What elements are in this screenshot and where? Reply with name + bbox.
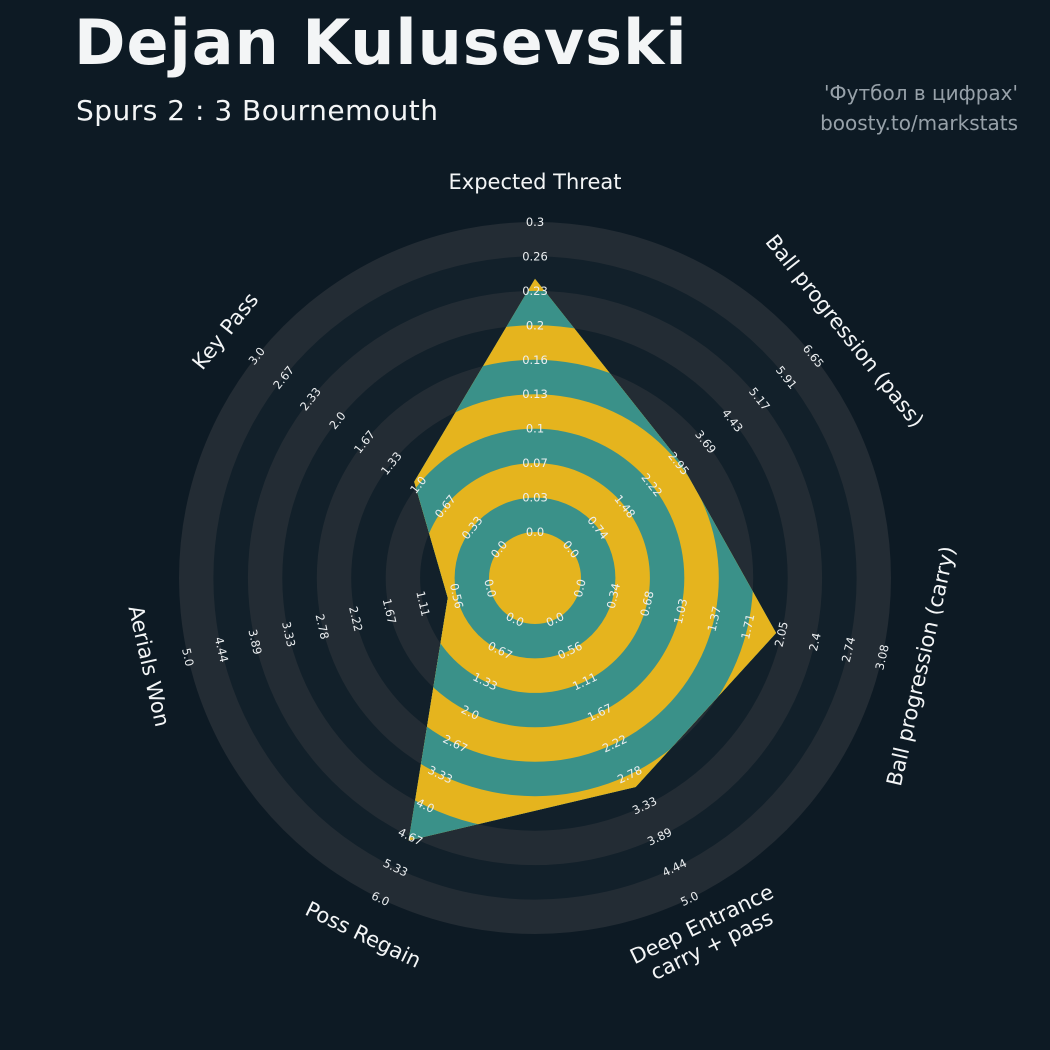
- tick-label: 2.05: [772, 620, 791, 648]
- tick-label: 0.3: [526, 215, 544, 229]
- tick-label: 0.07: [522, 456, 548, 470]
- tick-label: 1.71: [738, 613, 757, 641]
- axis-label: Ball progression (carry): [882, 544, 960, 788]
- tick-label: 0.68: [637, 590, 656, 618]
- tick-label: 1.11: [413, 590, 432, 618]
- page-title: Dejan Kulusevski: [74, 6, 688, 79]
- tick-label: 4.44: [212, 636, 231, 664]
- tick-label: 3.89: [245, 628, 264, 656]
- tick-label: 2.4: [806, 631, 824, 652]
- tick-label: 1.03: [671, 597, 690, 625]
- credit-line-2: boosty.to/markstats: [820, 111, 1018, 135]
- tick-label: 1.67: [380, 597, 399, 625]
- credit-line-1: 'Футбол в цифрах': [823, 81, 1018, 105]
- tick-label: 0.26: [522, 249, 548, 263]
- tick-label: 2.22: [346, 605, 365, 633]
- tick-label: 0.56: [447, 582, 466, 610]
- tick-label: 0.13: [522, 387, 548, 401]
- tick-label: 2.74: [839, 636, 858, 664]
- tick-label: 0.1: [526, 422, 544, 436]
- tick-label: 0.2: [526, 318, 544, 332]
- tick-label: 0.0: [481, 578, 499, 599]
- tick-label: 2.78: [313, 613, 332, 641]
- match-subtitle: Spurs 2 : 3 Bournemouth: [76, 94, 439, 127]
- credits: 'Футбол в цифрах' boosty.to/markstats: [820, 78, 1018, 138]
- tick-label: 0.0: [571, 578, 589, 599]
- tick-label: 3.08: [872, 643, 891, 671]
- tick-label: 5.0: [179, 647, 197, 668]
- tick-label: 0.03: [522, 491, 548, 505]
- tick-label: 3.33: [279, 620, 298, 648]
- tick-label: 0.16: [522, 353, 548, 367]
- tick-label: 0.34: [604, 582, 623, 610]
- tick-label: 0.23: [522, 284, 548, 298]
- axis-label: Aerials Won: [123, 603, 174, 729]
- tick-label: 0.0: [526, 525, 544, 539]
- tick-label: 1.37: [705, 605, 724, 633]
- axis-label: Expected Threat: [449, 170, 622, 194]
